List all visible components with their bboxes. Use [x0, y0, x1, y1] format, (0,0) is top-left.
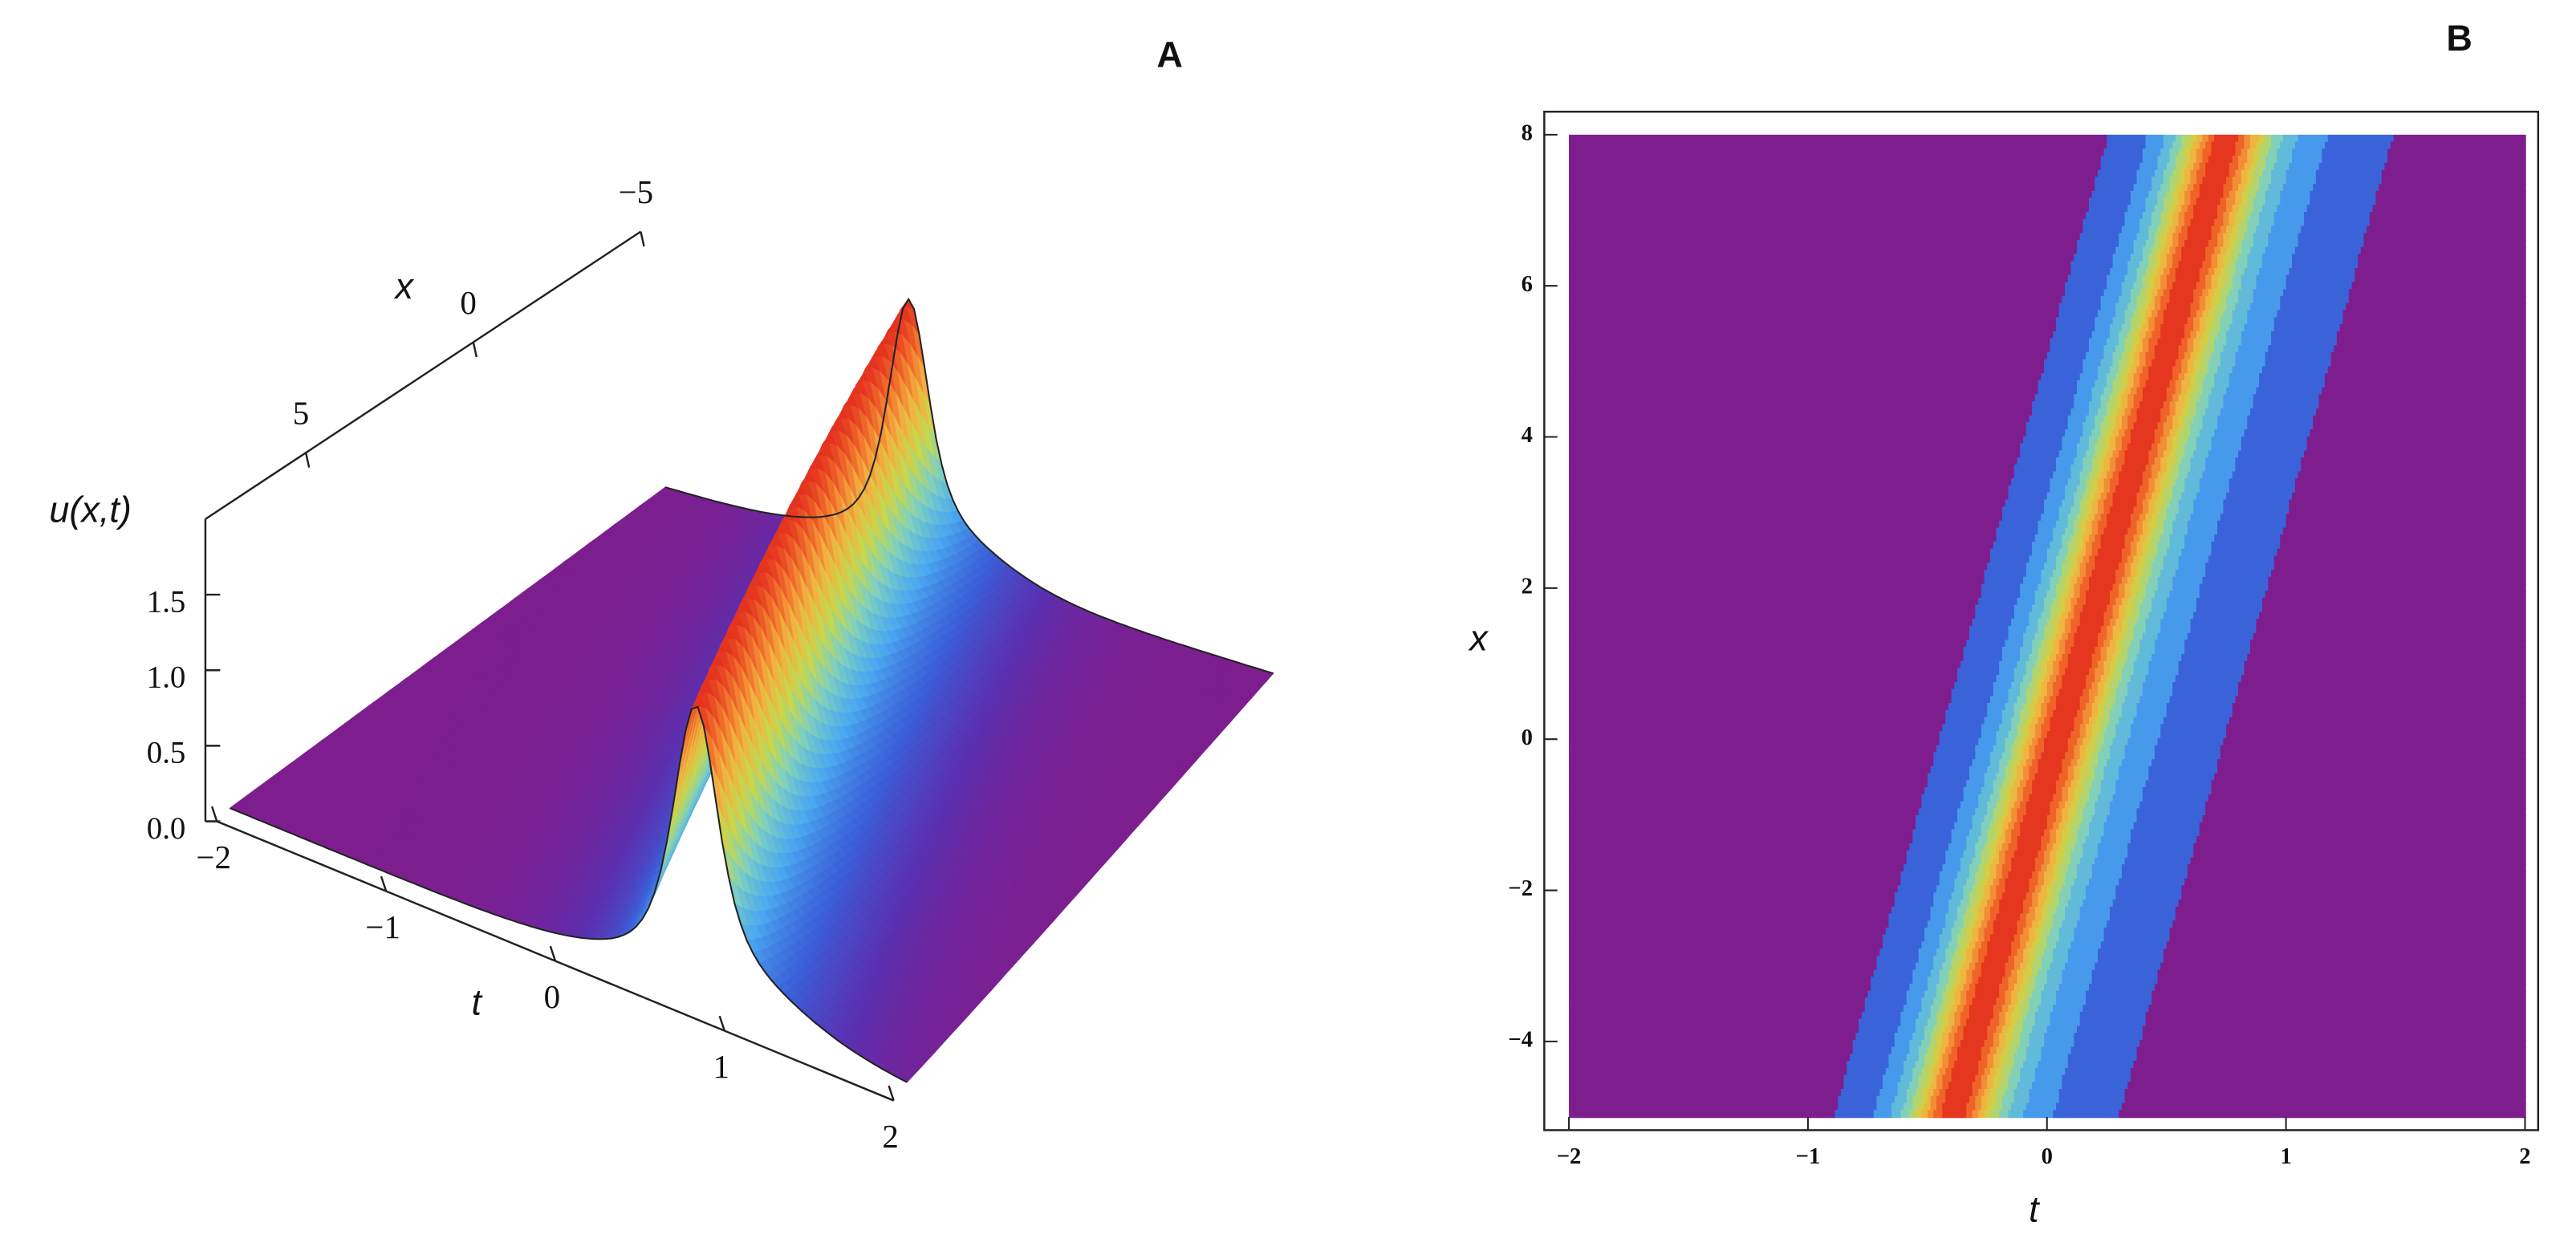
surface	[229, 297, 1274, 1083]
